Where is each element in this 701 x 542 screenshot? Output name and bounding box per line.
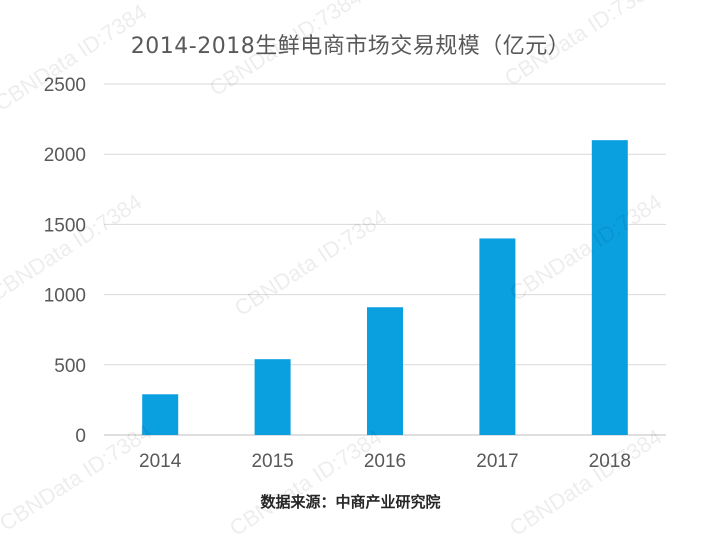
y-tick-label: 2000 (44, 145, 86, 166)
x-tick-label: 2014 (139, 451, 182, 472)
x-tick-label: 2018 (589, 451, 631, 472)
source-note: 数据来源：中商产业研究院 (260, 493, 441, 511)
x-tick-label: 2016 (364, 451, 406, 472)
y-tick-label: 0 (75, 426, 86, 447)
x-tick-label: 2015 (251, 451, 293, 472)
x-tick-label: 2017 (476, 451, 518, 472)
chart-title: 2014-2018生鲜电商市场交易规模（亿元） (130, 34, 571, 59)
y-tick-label: 500 (54, 356, 86, 377)
bar-2018 (591, 140, 628, 435)
bar-2017 (479, 238, 516, 435)
bar-2016 (367, 307, 403, 435)
bar-2015 (254, 359, 291, 435)
bar-2014 (142, 394, 179, 435)
y-tick-label: 1500 (44, 215, 86, 236)
y-tick-label: 2500 (44, 75, 86, 96)
y-tick-label: 1000 (44, 286, 86, 307)
bar-chart: 0 500 1000 1500 2000 2500 2014 2015 2016 2017 2018 (44, 75, 666, 472)
